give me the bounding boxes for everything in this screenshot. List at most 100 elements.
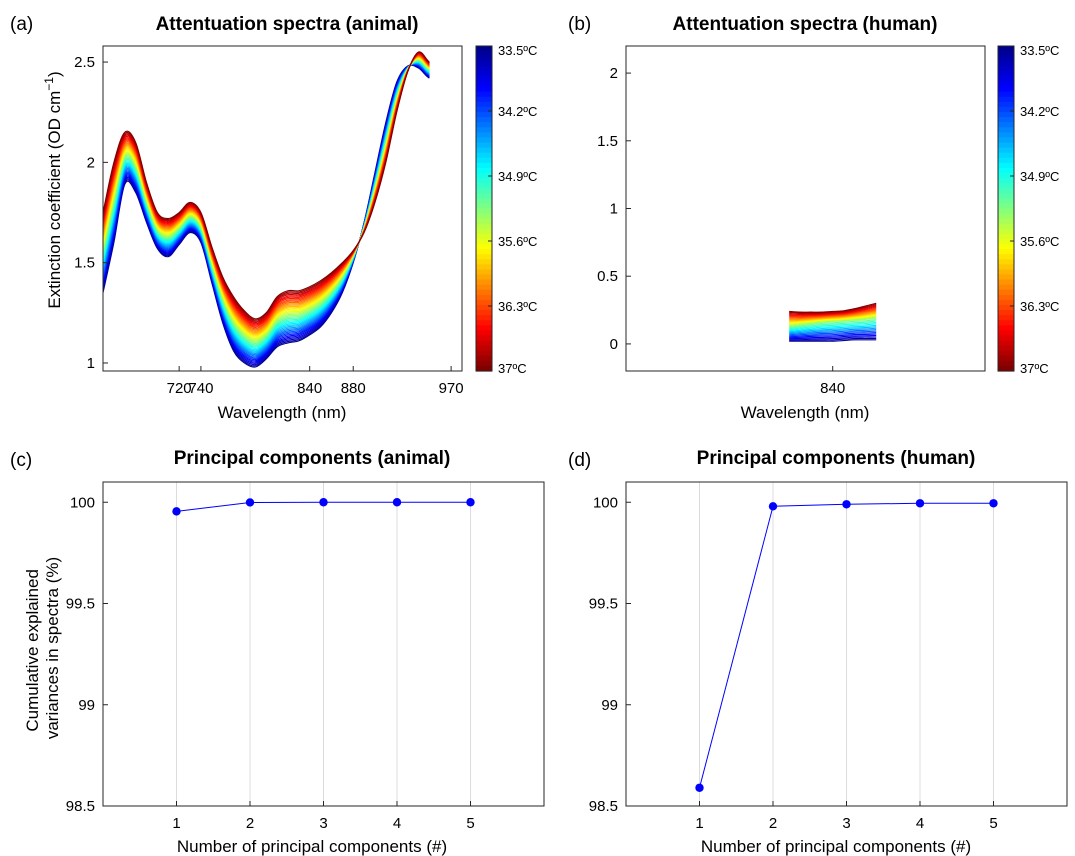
ytick-label-1-2: 1: [610, 201, 618, 218]
spectrum-line-0-27: [103, 56, 430, 335]
colorbar-cell-1-47: [998, 284, 1014, 291]
axes-frame-0: [102, 45, 463, 372]
colorbar-frame-0: [475, 45, 493, 372]
ytick-label-0-3: 2.5: [74, 54, 95, 71]
spectrum-line-1-3: [789, 334, 877, 339]
colorbar-cell-1-32: [998, 208, 1014, 215]
xlabel-d: Number of principal components (#): [701, 837, 971, 856]
colorbar-cell-0-55: [476, 325, 492, 331]
colorbar-cell-1-50: [998, 299, 1014, 306]
title-d: Principal components (human): [697, 448, 976, 469]
spectrum-line-1-17: [789, 315, 877, 325]
ylabel-c-line2: variances in spectra (%): [43, 557, 62, 739]
colorbar-cell-0-27: [476, 183, 492, 189]
colorbar-cell-0-63: [476, 365, 492, 372]
colorbar-cell-0-13: [476, 112, 492, 118]
colorbar-cell-1-44: [998, 269, 1014, 276]
colorbar-cell-0-59: [476, 345, 492, 352]
colorbar-cell-1-45: [998, 274, 1014, 281]
spectrum-line-1-28: [789, 303, 877, 314]
colorbar-label-0-0: 33.5ºC: [498, 43, 537, 58]
colorbar-cell-0-31: [476, 203, 492, 210]
colorbar-cell-0-48: [476, 289, 492, 296]
ytick-label-3-0: 98.5: [589, 798, 618, 815]
colorbar-cell-0-14: [476, 117, 492, 123]
spectrum-line-1-12: [789, 321, 877, 330]
colorbar-cell-1-11: [998, 101, 1014, 108]
spectrum-line-1-29: [789, 302, 877, 313]
xtick-label-2-3: 4: [393, 815, 401, 832]
colorbar-cell-1-35: [998, 223, 1014, 230]
spectrum-line-1-1: [789, 337, 877, 341]
pca-point-2-2: [319, 498, 328, 507]
colorbar-cell-0-34: [476, 218, 492, 225]
colorbar-cell-1-18: [998, 137, 1014, 144]
colorbar-label-1-2: 34.9ºC: [1020, 169, 1059, 184]
panel-label-d: (d): [568, 450, 591, 471]
colorbar-cell-0-39: [476, 244, 492, 250]
colorbar-cell-0-41: [476, 254, 492, 260]
colorbar-cell-1-12: [998, 106, 1014, 113]
colorbar-cell-1-58: [998, 340, 1014, 347]
xtick-label-3-3: 4: [916, 815, 924, 832]
colorbar-label-0-1: 34.2ºC: [498, 104, 537, 119]
colorbar-cell-0-36: [476, 228, 492, 235]
colorbar-cell-1-56: [998, 330, 1014, 337]
colorbar-cell-0-11: [476, 101, 492, 108]
colorbar-cell-0-8: [476, 86, 492, 93]
series-group-0: [103, 51, 430, 368]
colorbar-cell-0-51: [476, 304, 492, 311]
spectrum-line-1-6: [789, 330, 877, 336]
colorbar-cell-1-22: [998, 157, 1014, 164]
colorbar-cell-0-20: [476, 147, 492, 154]
colorbar-cell-1-34: [998, 218, 1014, 225]
colorbar-cell-1-42: [998, 259, 1014, 265]
ytick-label-0-2: 2: [87, 154, 95, 171]
spectrum-line-0-34: [103, 53, 430, 326]
spectrum-line-1-21: [789, 311, 877, 321]
colorbar-cell-0-28: [476, 188, 492, 194]
colorbar-cell-0-16: [476, 127, 492, 133]
pca-point-2-3: [392, 498, 402, 507]
colorbar-cell-0-60: [476, 350, 492, 357]
colorbar-cell-1-20: [998, 147, 1014, 154]
colorbar-cell-1-8: [998, 86, 1014, 93]
pca-point-3-3: [915, 499, 925, 508]
colorbar-cell-1-31: [998, 203, 1014, 210]
colorbar-cell-0-50: [476, 299, 492, 306]
title-b: Attentuation spectra (human): [673, 14, 938, 35]
ytick-label-3-1: 99: [601, 697, 618, 714]
spectrum-line-1-26: [789, 305, 877, 316]
colorbar-cell-1-15: [998, 122, 1014, 128]
colorbar-cell-0-62: [476, 360, 492, 367]
colorbar-cell-0-40: [476, 249, 492, 255]
colorbar-cell-0-57: [476, 335, 492, 342]
spectrum-line-1-24: [789, 308, 877, 318]
pca-point-3-2: [842, 500, 851, 509]
colorbar-cell-0-9: [476, 91, 492, 98]
colorbar-cell-1-43: [998, 264, 1014, 271]
colorbar-cell-0-1: [476, 51, 492, 57]
colorbar-label-1-4: 36.3ºC: [1020, 299, 1059, 314]
xtick-label-1-0: 840: [820, 380, 845, 397]
colorbar-cell-0-18: [476, 137, 492, 144]
colorbar-cell-0-29: [476, 193, 492, 199]
spectrum-line-1-23: [789, 309, 877, 319]
ylabel-a: Extinction coefficient (OD cm−1): [42, 71, 64, 308]
colorbar-cell-1-0: [998, 46, 1014, 52]
xlabel-c: Number of principal components (#): [177, 837, 447, 856]
colorbar-cell-1-5: [998, 71, 1014, 78]
spectrum-line-1-20: [789, 312, 877, 322]
spectrum-line-1-18: [789, 314, 877, 324]
xtick-label-0-1: 740: [188, 380, 213, 397]
colorbar-cell-1-10: [998, 96, 1014, 103]
colorbar-cell-1-26: [998, 178, 1014, 184]
ytick-label-3-2: 99.5: [589, 596, 618, 613]
spectrum-line-1-13: [789, 320, 877, 329]
colorbar-cell-1-3: [998, 61, 1014, 67]
colorbar-label-1-5: 37ºC: [1020, 361, 1049, 376]
colorbar-cell-1-2: [998, 56, 1014, 62]
colorbar-cell-1-55: [998, 325, 1014, 331]
colorbar-cell-1-7: [998, 81, 1014, 88]
colorbar-cell-0-32: [476, 208, 492, 215]
